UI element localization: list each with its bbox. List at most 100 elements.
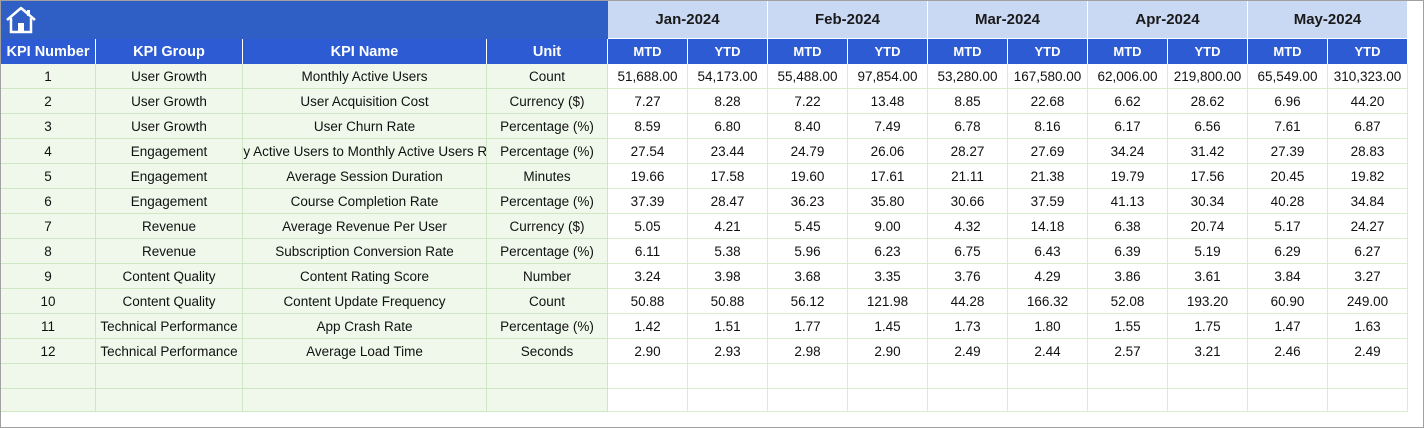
value-cell: 6.56 (1168, 114, 1248, 139)
kpi-name: Monthly Active Users (243, 64, 487, 89)
value-cell: 6.96 (1248, 89, 1328, 114)
empty-cell (768, 364, 848, 389)
value-cell: 8.59 (608, 114, 688, 139)
value-cell: 1.80 (1008, 314, 1088, 339)
value-cell: 20.74 (1168, 214, 1248, 239)
kpi-group: Engagement (96, 139, 243, 164)
value-cell: 28.47 (688, 189, 768, 214)
kpi-name: Average Load Time (243, 339, 487, 364)
value-cell: 1.73 (928, 314, 1008, 339)
value-cell: 26.06 (848, 139, 928, 164)
value-cell: 9.00 (848, 214, 928, 239)
value-cell: 4.29 (1008, 264, 1088, 289)
kpi-group: Content Quality (96, 289, 243, 314)
value-cell: 34.84 (1328, 189, 1408, 214)
sub-header: YTD (688, 39, 768, 64)
kpi-unit: Seconds (487, 339, 608, 364)
value-cell: 6.27 (1328, 239, 1408, 264)
sub-header: MTD (1088, 39, 1168, 64)
value-cell: 50.88 (608, 289, 688, 314)
value-cell: 44.20 (1328, 89, 1408, 114)
empty-cell (688, 364, 768, 389)
kpi-group: Revenue (96, 214, 243, 239)
value-cell: 3.61 (1168, 264, 1248, 289)
empty-cell (1, 364, 96, 389)
kpi-name: Content Update Frequency (243, 289, 487, 314)
value-cell: 2.93 (688, 339, 768, 364)
value-cell: 2.44 (1008, 339, 1088, 364)
value-cell: 4.21 (688, 214, 768, 239)
value-cell: 8.28 (688, 89, 768, 114)
value-cell: 1.42 (608, 314, 688, 339)
kpi-unit: Count (487, 289, 608, 314)
empty-cell (1088, 364, 1168, 389)
empty-cell (1008, 389, 1088, 412)
empty-cell (243, 364, 487, 389)
value-cell: 1.63 (1328, 314, 1408, 339)
value-cell: 35.80 (848, 189, 928, 214)
kpi-name: Course Completion Rate (243, 189, 487, 214)
kpi-group: Engagement (96, 189, 243, 214)
month-header: Apr-2024 (1088, 1, 1248, 39)
empty-cell (1088, 389, 1168, 412)
kpi-unit: Number (487, 264, 608, 289)
value-cell: 27.54 (608, 139, 688, 164)
kpi-kpi-number: 5 (1, 164, 96, 189)
value-cell: 6.43 (1008, 239, 1088, 264)
value-cell: 121.98 (848, 289, 928, 314)
empty-cell (96, 364, 243, 389)
value-cell: 3.21 (1168, 339, 1248, 364)
value-cell: 2.46 (1248, 339, 1328, 364)
value-cell: 36.23 (768, 189, 848, 214)
value-cell: 2.57 (1088, 339, 1168, 364)
value-cell: 50.88 (688, 289, 768, 314)
value-cell: 31.42 (1168, 139, 1248, 164)
kpi-group: Technical Performance (96, 339, 243, 364)
value-cell: 21.38 (1008, 164, 1088, 189)
kpi-unit: Currency ($) (487, 214, 608, 239)
empty-cell (1008, 364, 1088, 389)
empty-cell (608, 389, 688, 412)
value-cell: 6.78 (928, 114, 1008, 139)
kpi-unit: Percentage (%) (487, 114, 608, 139)
kpi-kpi-number: 1 (1, 64, 96, 89)
value-cell: 3.76 (928, 264, 1008, 289)
empty-cell (1248, 389, 1328, 412)
value-cell: 23.44 (688, 139, 768, 164)
value-cell: 37.59 (1008, 189, 1088, 214)
value-cell: 17.61 (848, 164, 928, 189)
kpi-name: Subscription Conversion Rate (243, 239, 487, 264)
value-cell: 17.56 (1168, 164, 1248, 189)
value-cell: 6.17 (1088, 114, 1168, 139)
value-cell: 34.24 (1088, 139, 1168, 164)
value-cell: 21.11 (928, 164, 1008, 189)
value-cell: 3.84 (1248, 264, 1328, 289)
kpi-name: Average Revenue Per User (243, 214, 487, 239)
value-cell: 3.98 (688, 264, 768, 289)
empty-cell (848, 389, 928, 412)
kpi-name: User Acquisition Cost (243, 89, 487, 114)
value-cell: 2.98 (768, 339, 848, 364)
kpi-unit: Count (487, 64, 608, 89)
empty-cell (1, 389, 96, 412)
value-cell: 2.49 (928, 339, 1008, 364)
column-header: Unit (487, 39, 608, 64)
value-cell: 60.90 (1248, 289, 1328, 314)
kpi-group: Engagement (96, 164, 243, 189)
value-cell: 249.00 (1328, 289, 1408, 314)
month-header: Feb-2024 (768, 1, 928, 39)
value-cell: 166.32 (1008, 289, 1088, 314)
sub-header: MTD (1248, 39, 1328, 64)
kpi-kpi-number: 10 (1, 289, 96, 314)
value-cell: 65,549.00 (1248, 64, 1328, 89)
empty-cell (848, 364, 928, 389)
home-icon[interactable] (4, 5, 38, 35)
value-cell: 1.75 (1168, 314, 1248, 339)
value-cell: 6.80 (688, 114, 768, 139)
value-cell: 41.13 (1088, 189, 1168, 214)
value-cell: 30.34 (1168, 189, 1248, 214)
sub-header: MTD (768, 39, 848, 64)
value-cell: 19.82 (1328, 164, 1408, 189)
value-cell: 1.77 (768, 314, 848, 339)
